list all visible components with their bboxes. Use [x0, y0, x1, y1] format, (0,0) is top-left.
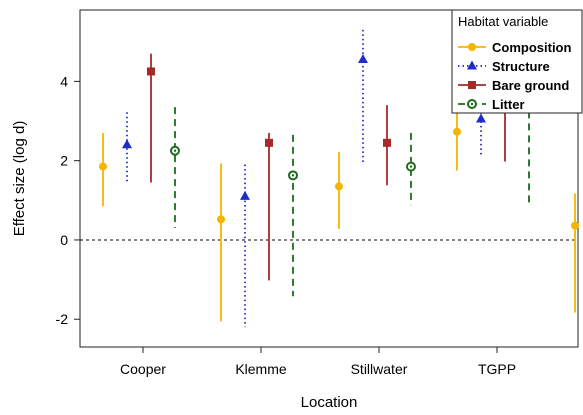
y-tick-label: 4 — [60, 73, 68, 89]
data-point — [265, 138, 273, 147]
legend-marker-3 — [467, 99, 477, 109]
series-litter — [170, 75, 534, 297]
y-axis: -2 0 2 4 — [56, 73, 80, 327]
legend-title: Habitat variable — [458, 14, 548, 29]
legend: Habitat variable Composition Structure Bar… — [451, 9, 583, 114]
data-point — [453, 127, 461, 136]
plot-frame — [79, 9, 579, 348]
legend-label: Structure — [492, 59, 550, 74]
y-tick-label: 0 — [60, 232, 68, 248]
series-group — [99, 29, 579, 328]
data-point — [122, 139, 132, 149]
data-point — [476, 113, 486, 123]
series-composition — [99, 95, 579, 322]
data-point — [383, 138, 391, 147]
x-tick-label: Stillwater — [351, 361, 408, 377]
data-point — [170, 145, 180, 156]
x-tick-label: TGPP — [478, 361, 516, 377]
data-point — [217, 215, 225, 224]
legend-marker-2 — [468, 81, 476, 89]
plot-area — [79, 9, 579, 348]
data-point — [147, 67, 155, 76]
data-point — [571, 221, 579, 230]
legend-box — [451, 9, 583, 114]
x-axis: CooperKlemmeStillwaterTGPPGRG — [120, 347, 516, 377]
legend-label: Bare ground — [492, 78, 569, 93]
y-tick-label: -2 — [56, 311, 69, 327]
series-structure — [122, 29, 486, 328]
y-tick-label: 2 — [60, 153, 68, 169]
data-point — [358, 54, 368, 64]
data-point — [406, 161, 416, 172]
legend-label: Litter — [492, 97, 525, 112]
legend-marker-0 — [468, 43, 476, 51]
data-point — [240, 190, 250, 200]
legend-label: Composition — [492, 40, 571, 55]
data-point — [99, 162, 107, 171]
legend-marker-1 — [467, 60, 477, 70]
data-point — [335, 182, 343, 191]
y-axis-title: Effect size (log d) — [11, 121, 28, 237]
x-axis-title: Location — [301, 394, 358, 411]
x-tick-label: Klemme — [235, 361, 287, 377]
data-point — [288, 170, 298, 181]
x-tick-label: Cooper — [120, 361, 166, 377]
